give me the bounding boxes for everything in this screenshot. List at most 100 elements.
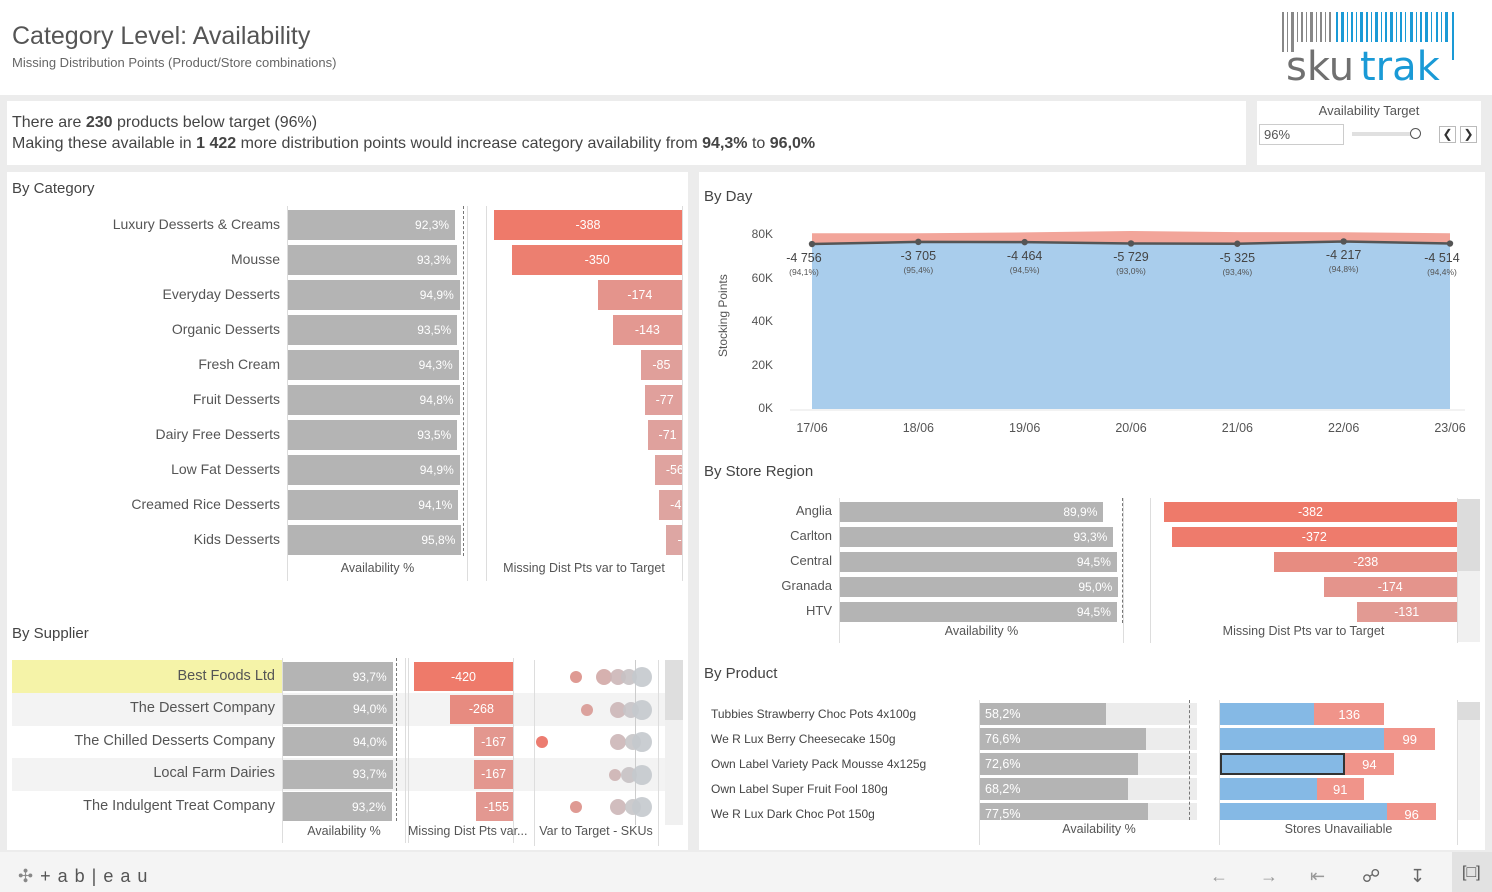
sku-dot[interactable] <box>570 801 582 813</box>
missing-bar[interactable]: -372 <box>1171 527 1457 547</box>
availability-bar[interactable]: 94,9% <box>288 455 460 485</box>
sku-dot[interactable] <box>609 734 626 750</box>
missing-bar[interactable]: -47 <box>659 490 682 520</box>
region-scrollbar-thumb[interactable] <box>1458 499 1480 571</box>
revert-icon[interactable]: ⇤ <box>1310 866 1326 886</box>
unavailable-stores-bar[interactable]: 91 <box>1316 778 1364 800</box>
row-label[interactable]: Fruit Desserts <box>192 391 280 407</box>
missing-bar[interactable]: -77 <box>644 385 682 415</box>
chevron-right-icon[interactable]: ❯ <box>1460 126 1477 143</box>
missing-bar[interactable]: -174 <box>1323 577 1457 597</box>
download-icon[interactable]: ↧ <box>1410 866 1426 886</box>
product-label[interactable]: Tubbies Strawberry Choc Pots 4x100g <box>711 707 916 721</box>
missing-bar[interactable]: -174 <box>597 280 682 310</box>
product-scrollbar[interactable] <box>1458 702 1480 820</box>
availability-bar[interactable]: 93,3% <box>840 527 1114 547</box>
sku-dot[interactable] <box>632 797 652 817</box>
row-label[interactable]: Anglia <box>795 503 832 518</box>
availability-bar[interactable]: 94,9% <box>288 280 460 310</box>
missing-bar[interactable]: -167 <box>473 759 513 789</box>
share-icon[interactable]: ☍ <box>1362 866 1381 886</box>
availability-bar[interactable]: 94,5% <box>840 552 1117 572</box>
undo-icon[interactable]: ← <box>1210 866 1228 886</box>
unavailable-stores-bar[interactable]: 136 <box>1314 703 1385 725</box>
redo-icon[interactable]: → <box>1260 866 1278 886</box>
availability-bar[interactable]: 94,5% <box>840 602 1117 622</box>
available-stores-bar[interactable] <box>1220 728 1385 750</box>
sku-dot[interactable] <box>632 667 652 687</box>
sku-dot[interactable] <box>632 764 652 785</box>
fullscreen-button[interactable]: [□] <box>1452 852 1492 892</box>
availability-bar[interactable]: 89,9% <box>840 502 1104 522</box>
row-label[interactable]: Organic Desserts <box>171 321 280 337</box>
missing-bar[interactable]: -167 <box>473 727 513 756</box>
row-label[interactable]: Dairy Free Desserts <box>155 426 280 442</box>
available-stores-bar[interactable] <box>1220 778 1317 800</box>
availability-bar[interactable]: 92,3% <box>288 210 456 240</box>
availability-bar[interactable]: 93,7% <box>283 759 393 789</box>
row-label[interactable]: Kids Desserts <box>193 531 280 547</box>
row-label[interactable]: HTV <box>806 603 832 618</box>
row-label[interactable]: Luxury Desserts & Creams <box>112 216 280 232</box>
supplier-scrollbar-thumb[interactable] <box>665 660 683 720</box>
sku-dot[interactable] <box>595 669 612 685</box>
missing-bar[interactable]: -143 <box>612 315 682 345</box>
sku-dot[interactable] <box>535 736 548 748</box>
missing-bar[interactable]: -420 <box>414 662 513 691</box>
target-slider-handle[interactable] <box>1410 128 1421 139</box>
selected-row-highlight[interactable] <box>12 660 282 693</box>
row-label[interactable]: Low Fat Desserts <box>171 461 280 477</box>
availability-bar[interactable]: 93,5% <box>288 420 458 450</box>
row-label[interactable]: The Dessert Company <box>129 700 275 716</box>
row-label[interactable]: Everyday Desserts <box>162 286 280 302</box>
row-label[interactable]: Best Foods Ltd <box>177 667 275 684</box>
missing-bar[interactable]: -155 <box>476 792 513 821</box>
availability-bar[interactable]: 68,2% <box>980 778 1128 800</box>
availability-bar[interactable]: 94,0% <box>283 727 393 756</box>
availability-bar[interactable]: 94,1% <box>288 490 459 520</box>
unavailable-stores-bar[interactable]: 96 <box>1386 803 1437 820</box>
row-label[interactable]: Mousse <box>230 251 280 267</box>
missing-bar[interactable]: -382 <box>1164 502 1457 522</box>
missing-bar[interactable]: -32 <box>666 525 682 555</box>
sku-dot[interactable] <box>570 671 582 683</box>
availability-bar[interactable]: 95,0% <box>840 577 1119 597</box>
row-label[interactable]: The Chilled Desserts Company <box>74 732 275 749</box>
availability-bar[interactable]: 93,2% <box>283 792 393 821</box>
sku-dot[interactable] <box>609 701 626 718</box>
available-stores-bar[interactable] <box>1220 703 1315 725</box>
chevron-left-icon[interactable]: ❮ <box>1439 126 1456 143</box>
availability-bar[interactable]: 72,6% <box>980 753 1138 775</box>
sku-dot[interactable] <box>609 799 626 815</box>
row-label[interactable]: Creamed Rice Desserts <box>131 496 280 512</box>
row-label[interactable]: Carlton <box>790 528 832 543</box>
availability-bar[interactable]: 93,5% <box>288 315 458 345</box>
availability-bar[interactable]: 77,5% <box>980 803 1149 820</box>
target-input[interactable] <box>1259 124 1344 145</box>
missing-bar[interactable]: -131 <box>1356 602 1457 622</box>
product-label[interactable]: We R Lux Berry Cheesecake 150g <box>711 732 896 746</box>
missing-bar[interactable]: -238 <box>1274 552 1457 572</box>
missing-bar[interactable]: -268 <box>449 694 513 724</box>
availability-bar[interactable]: 94,8% <box>288 385 460 415</box>
sku-dot[interactable] <box>632 732 652 752</box>
missing-bar[interactable]: -388 <box>494 210 682 240</box>
missing-bar[interactable]: -350 <box>512 245 682 275</box>
sku-dot[interactable] <box>581 703 593 716</box>
availability-bar[interactable]: 95,8% <box>288 525 462 555</box>
missing-bar[interactable]: -85 <box>640 350 682 380</box>
missing-bar[interactable]: -71 <box>647 420 682 450</box>
availability-bar[interactable]: 93,3% <box>288 245 457 275</box>
product-label[interactable]: We R Lux Dark Choc Pot 150g <box>711 807 875 821</box>
missing-bar[interactable]: -56 <box>654 455 682 485</box>
row-label[interactable]: Local Farm Dairies <box>153 765 275 781</box>
product-scrollbar-thumb[interactable] <box>1458 702 1480 720</box>
row-label[interactable]: The Indulgent Treat Company <box>83 797 275 814</box>
row-label[interactable]: Central <box>790 553 832 568</box>
availability-bar[interactable]: 76,6% <box>980 728 1147 750</box>
availability-bar[interactable]: 93,7% <box>283 662 393 691</box>
sku-dot[interactable] <box>632 699 652 720</box>
product-label[interactable]: Own Label Super Fruit Fool 180g <box>711 782 888 796</box>
row-label[interactable]: Fresh Cream <box>198 356 280 372</box>
row-label[interactable]: Granada <box>781 578 832 593</box>
